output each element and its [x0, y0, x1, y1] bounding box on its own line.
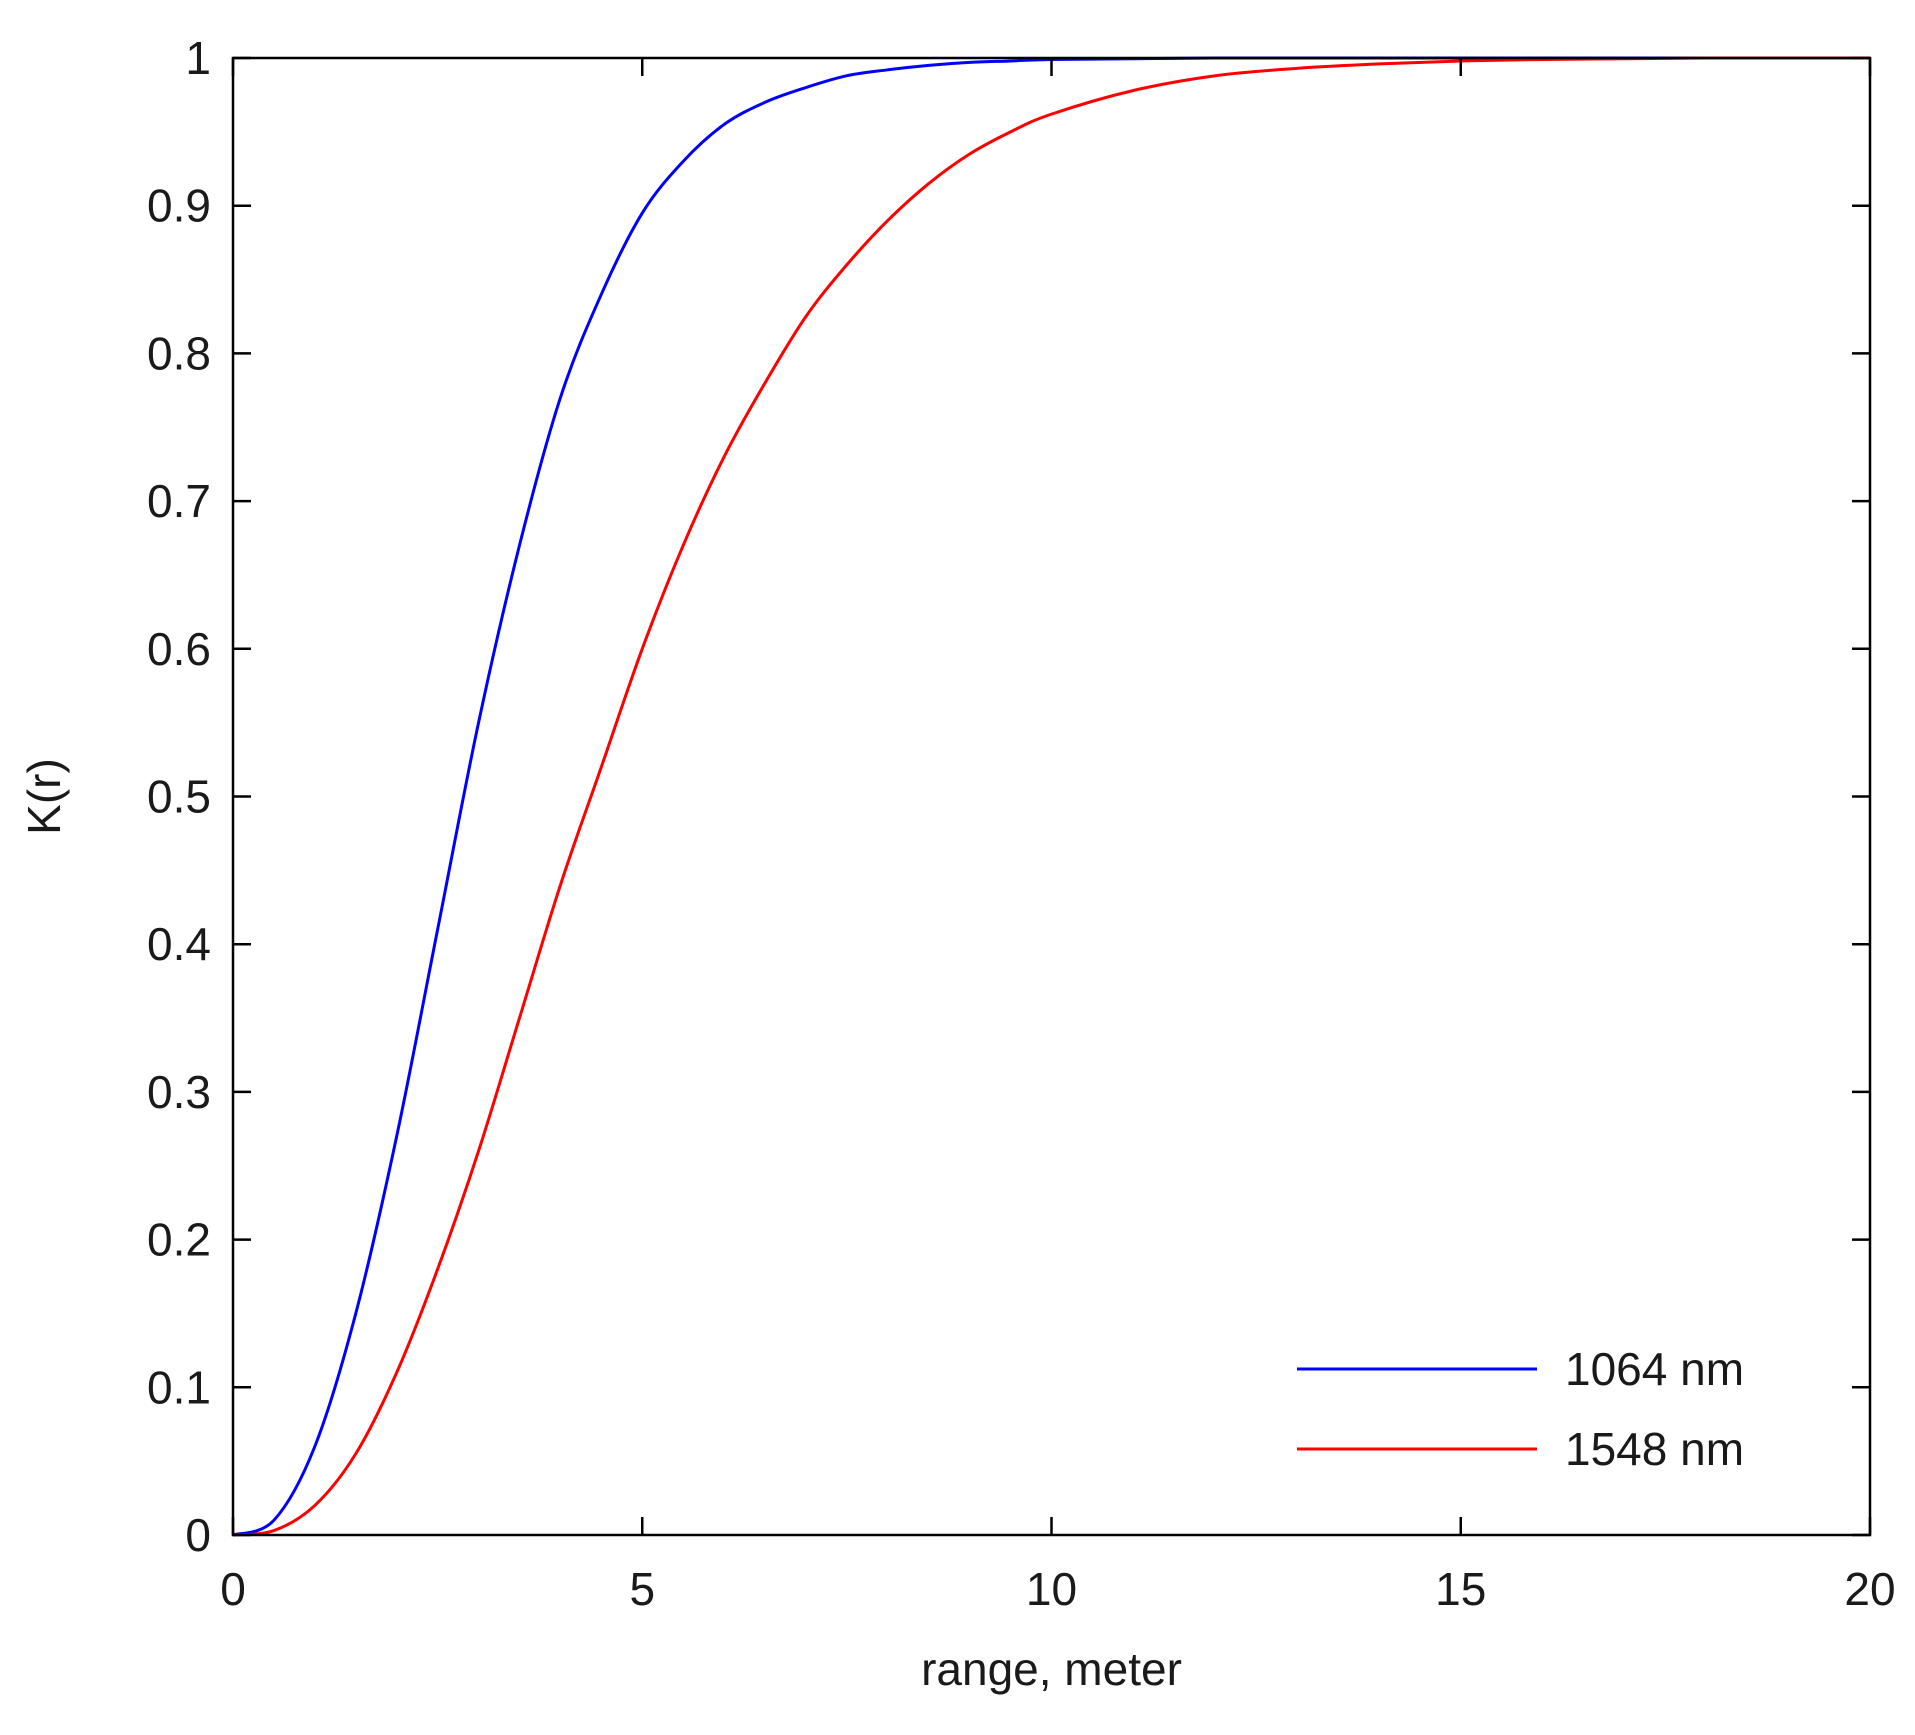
x-tick-label: 20: [1844, 1563, 1895, 1615]
y-tick-label: 0.9: [147, 180, 211, 232]
legend: 1064 nm 1548 nm: [1297, 1343, 1744, 1475]
y-tick-label: 0.2: [147, 1214, 211, 1266]
y-tick-label: 0: [185, 1509, 211, 1561]
y-tick-label: 0.1: [147, 1361, 211, 1413]
legend-label-1548: 1548 nm: [1565, 1423, 1744, 1475]
x-axis-label: range, meter: [921, 1643, 1182, 1695]
y-tick-label: 0.5: [147, 771, 211, 823]
x-tick-label: 0: [220, 1563, 246, 1615]
x-tick-label: 15: [1435, 1563, 1486, 1615]
y-tick-label: 0.6: [147, 623, 211, 675]
y-tick-label: 1: [185, 32, 211, 84]
y-tick-label: 0.7: [147, 475, 211, 527]
legend-label-1064: 1064 nm: [1565, 1343, 1744, 1395]
x-tick-label: 5: [629, 1563, 655, 1615]
y-tick-label: 0.3: [147, 1066, 211, 1118]
y-axis-label: K(r): [18, 758, 70, 835]
y-tick-label: 0.8: [147, 327, 211, 379]
y-tick-label: 0.4: [147, 918, 211, 970]
x-tick-label: 10: [1026, 1563, 1077, 1615]
tick-layer: 0 5 10 15 20 0 0.1 0.2 0.3 0.4 0.5 0.6 0.7 0.8 0.9 1: [147, 32, 1896, 1615]
